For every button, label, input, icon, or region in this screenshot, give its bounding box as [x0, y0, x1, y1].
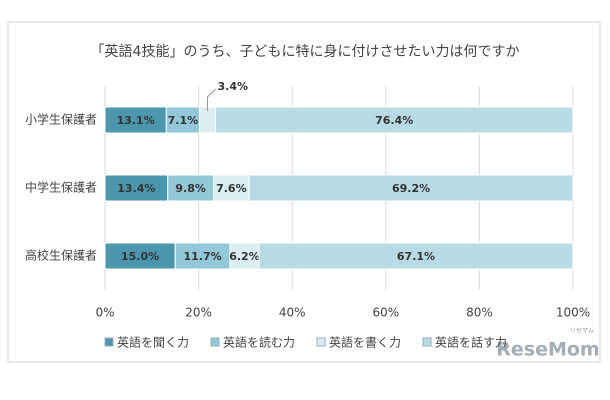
y-tick-label: 高校生保護者: [25, 248, 97, 263]
chart-title: 「英語4技能」のうち、子どもに特に身に付けさせたい力は何ですか: [91, 43, 520, 60]
value-label: 13.4%: [117, 182, 155, 195]
bar-segment: [104, 174, 169, 202]
legend-label: 英語を書く力: [329, 335, 401, 350]
x-tick-label: 20%: [185, 306, 212, 320]
legend-swatch: [316, 337, 326, 347]
y-tick-label: 小学生保護者: [25, 112, 97, 127]
legend-swatch: [104, 337, 114, 347]
bar-segment: [248, 174, 574, 202]
watermark: ReseMom: [496, 339, 599, 361]
value-label: 67.1%: [397, 250, 435, 263]
x-tick-label: 80%: [466, 306, 493, 320]
legend-swatch: [210, 337, 220, 347]
legend-label: 英語を聞く力: [117, 335, 189, 350]
value-label: 7.1%: [168, 114, 199, 127]
value-label: 3.4%: [217, 80, 248, 93]
legend-swatch: [422, 337, 432, 347]
bar-segment: [104, 242, 176, 270]
legend-label: 英語を話す力: [435, 335, 507, 350]
value-label: 76.4%: [375, 114, 413, 127]
x-tick-label: 60%: [372, 306, 399, 320]
value-label: 11.7%: [183, 250, 221, 263]
watermark-sub: リセマム: [570, 328, 594, 335]
x-tick-label: 100%: [556, 306, 590, 320]
value-label: 13.1%: [117, 114, 155, 127]
chart-frame: [7, 21, 601, 363]
x-tick-label: 0%: [95, 306, 114, 320]
x-tick-label: 40%: [279, 306, 306, 320]
bar-segment: [165, 106, 201, 134]
value-label: 15.0%: [121, 250, 159, 263]
bar-segment: [104, 106, 167, 134]
bar-segment: [167, 174, 215, 202]
leader-line: [206, 88, 216, 111]
value-label: 7.6%: [216, 182, 247, 195]
bar-segment: [229, 242, 260, 270]
legend-label: 英語を読む力: [223, 335, 295, 350]
bar-segment: [258, 242, 574, 270]
value-label: 6.2%: [229, 250, 260, 263]
value-label: 9.8%: [175, 182, 206, 195]
value-label: 69.2%: [392, 182, 430, 195]
bar-segment: [214, 106, 574, 134]
y-tick-label: 中学生保護者: [25, 180, 97, 195]
